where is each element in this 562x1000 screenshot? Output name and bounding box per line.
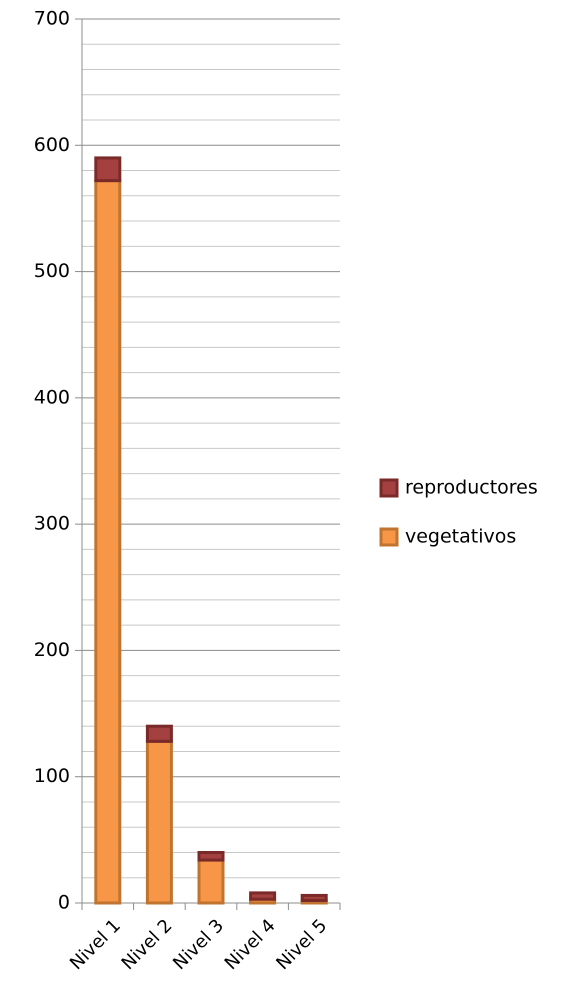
y-tick-label: 700 [34,8,70,30]
bar-segment [145,739,173,905]
legend-swatch [379,478,399,498]
y-tick-label: 600 [34,134,70,156]
x-tick-label: Nivel 2 [118,915,177,974]
bar-segment [94,156,122,183]
y-tick-label: 200 [34,639,70,661]
bar-segment [145,724,173,743]
y-tick-label: 100 [34,765,70,787]
y-tick-label: 400 [34,386,70,408]
x-tick-label: Nivel 4 [221,915,280,974]
y-tick-label: 500 [34,260,70,282]
y-tick-label: 300 [34,513,70,535]
bar-segment [94,179,122,905]
x-tick-label: Nivel 1 [66,915,125,974]
legend-label: vegetativos [405,526,516,548]
bar-segment [300,893,328,902]
bar-segment [249,891,277,901]
bar-segment [197,858,225,905]
legend-swatch [379,527,399,547]
bar-segment [197,850,225,862]
legend-label: reproductores [405,477,538,499]
x-tick-label: Nivel 5 [272,915,331,974]
y-tick-label: 0 [58,892,70,914]
x-tick-label: Nivel 3 [169,915,228,974]
